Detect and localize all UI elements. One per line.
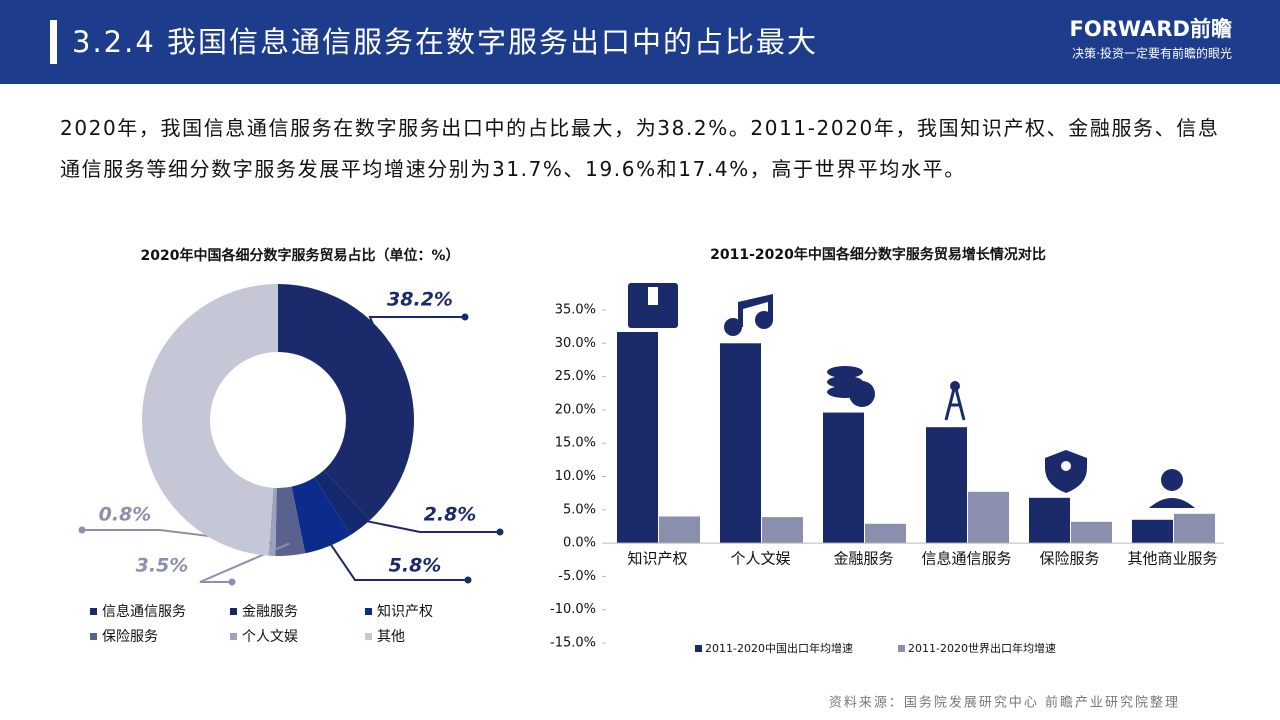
pie-title: 2020年中国各细分数字服务贸易占比（单位：%） [141, 247, 460, 264]
data-label: 5.8% [389, 555, 442, 577]
bar [1029, 497, 1070, 544]
icon-coins [827, 366, 863, 378]
y-tick-label: 25.0% [555, 369, 596, 384]
y-tick-label: 30.0% [555, 336, 596, 351]
source: 资料来源：国务院发展研究中心 前瞻产业研究院整理 [829, 695, 1180, 711]
paragraph: 2020年，我国信息通信服务在数字服务出口中的占比最大，为38.2%。2011-… [60, 116, 1220, 181]
icon-book [628, 283, 678, 328]
legend-label: 2011-2020中国出口年均增速 [705, 641, 853, 655]
legend-swatch [230, 633, 237, 640]
brand: FORWARD前瞻 [1070, 17, 1232, 41]
leader-dot [78, 526, 86, 534]
pie-slice [278, 284, 414, 521]
leader-line [353, 517, 500, 533]
bar [865, 523, 906, 544]
y-tick-label: -15.0% [550, 636, 596, 651]
leader-line [368, 316, 465, 376]
x-tick-label: 知识产权 [627, 550, 687, 568]
legend-swatch [90, 633, 97, 640]
bar [1174, 513, 1215, 544]
y-tick-label: 20.0% [555, 402, 596, 417]
legend-label: 其他 [377, 629, 405, 645]
legend-swatch [695, 645, 702, 652]
icon-tower-top [950, 381, 960, 391]
y-tick-label: 10.0% [555, 469, 596, 484]
x-tick-label: 保险服务 [1039, 550, 1099, 568]
bar [1132, 519, 1173, 544]
header-accent [50, 20, 57, 64]
icon-note [724, 318, 742, 336]
legend-swatch [365, 633, 372, 640]
icon-support-body [1149, 498, 1195, 508]
icon-support [1161, 469, 1183, 491]
header-bar [0, 0, 1280, 84]
pie-slice [275, 486, 306, 556]
icons [628, 283, 1195, 508]
icon-shield [1045, 450, 1087, 493]
slogan: 决策·投资一定要有前瞻的眼光 [1072, 46, 1232, 61]
x-tick-label: 信息通信服务 [921, 550, 1011, 568]
data-label: 3.5% [136, 555, 189, 577]
pie-slice [142, 284, 278, 556]
y-tick-label: 15.0% [555, 436, 596, 451]
icon-dollar [849, 381, 875, 407]
legend-swatch [898, 645, 905, 652]
icon-note-stem [738, 294, 773, 327]
icon-book-mark [648, 287, 658, 305]
leader-dot [464, 576, 472, 584]
y-tick-label: -10.0% [550, 602, 596, 617]
pie-slice [291, 477, 351, 554]
data-label: 0.8% [99, 504, 152, 526]
bar [659, 516, 700, 544]
legend-label: 金融服务 [242, 604, 298, 620]
y-tick-label: 35.0% [555, 303, 596, 318]
bar [617, 331, 658, 544]
x-tick-label: 个人文娱 [730, 550, 790, 568]
leader-dot [228, 578, 236, 586]
leader-line [199, 542, 290, 583]
legend-swatch [230, 608, 237, 615]
bar [926, 427, 967, 544]
bar-title: 2011-2020年中国各细分数字服务贸易增长情况对比 [710, 246, 1046, 263]
legend-label: 信息通信服务 [102, 603, 186, 620]
y-tick-label: -5.0% [558, 569, 596, 584]
leader-line [323, 534, 468, 581]
legend-label: 2011-2020世界出口年均增速 [908, 641, 1056, 655]
legend-label: 保险服务 [102, 629, 158, 645]
header-title: 3.2.4 我国信息通信服务在数字服务出口中的占比最大 [72, 25, 818, 59]
leader-dot [461, 313, 469, 321]
y-tick-label: 5.0% [563, 502, 596, 517]
bar [823, 412, 864, 544]
data-label: 2.8% [424, 504, 477, 526]
legend-label: 知识产权 [377, 603, 433, 620]
y-tick-label: 0.0% [563, 536, 596, 551]
icon-shield-person [1061, 461, 1071, 471]
leader-dot [496, 528, 504, 536]
pie-slice [268, 487, 277, 556]
bar [1071, 521, 1112, 544]
legend-swatch [90, 608, 97, 615]
x-tick-label: 其他商业服务 [1127, 550, 1217, 568]
data-label: 38.2% [387, 289, 453, 311]
legend-swatch [365, 608, 372, 615]
bar [762, 517, 803, 544]
legend-label: 个人文娱 [242, 629, 298, 645]
bar [720, 343, 761, 544]
bar [968, 491, 1009, 544]
x-tick-label: 金融服务 [833, 550, 893, 568]
